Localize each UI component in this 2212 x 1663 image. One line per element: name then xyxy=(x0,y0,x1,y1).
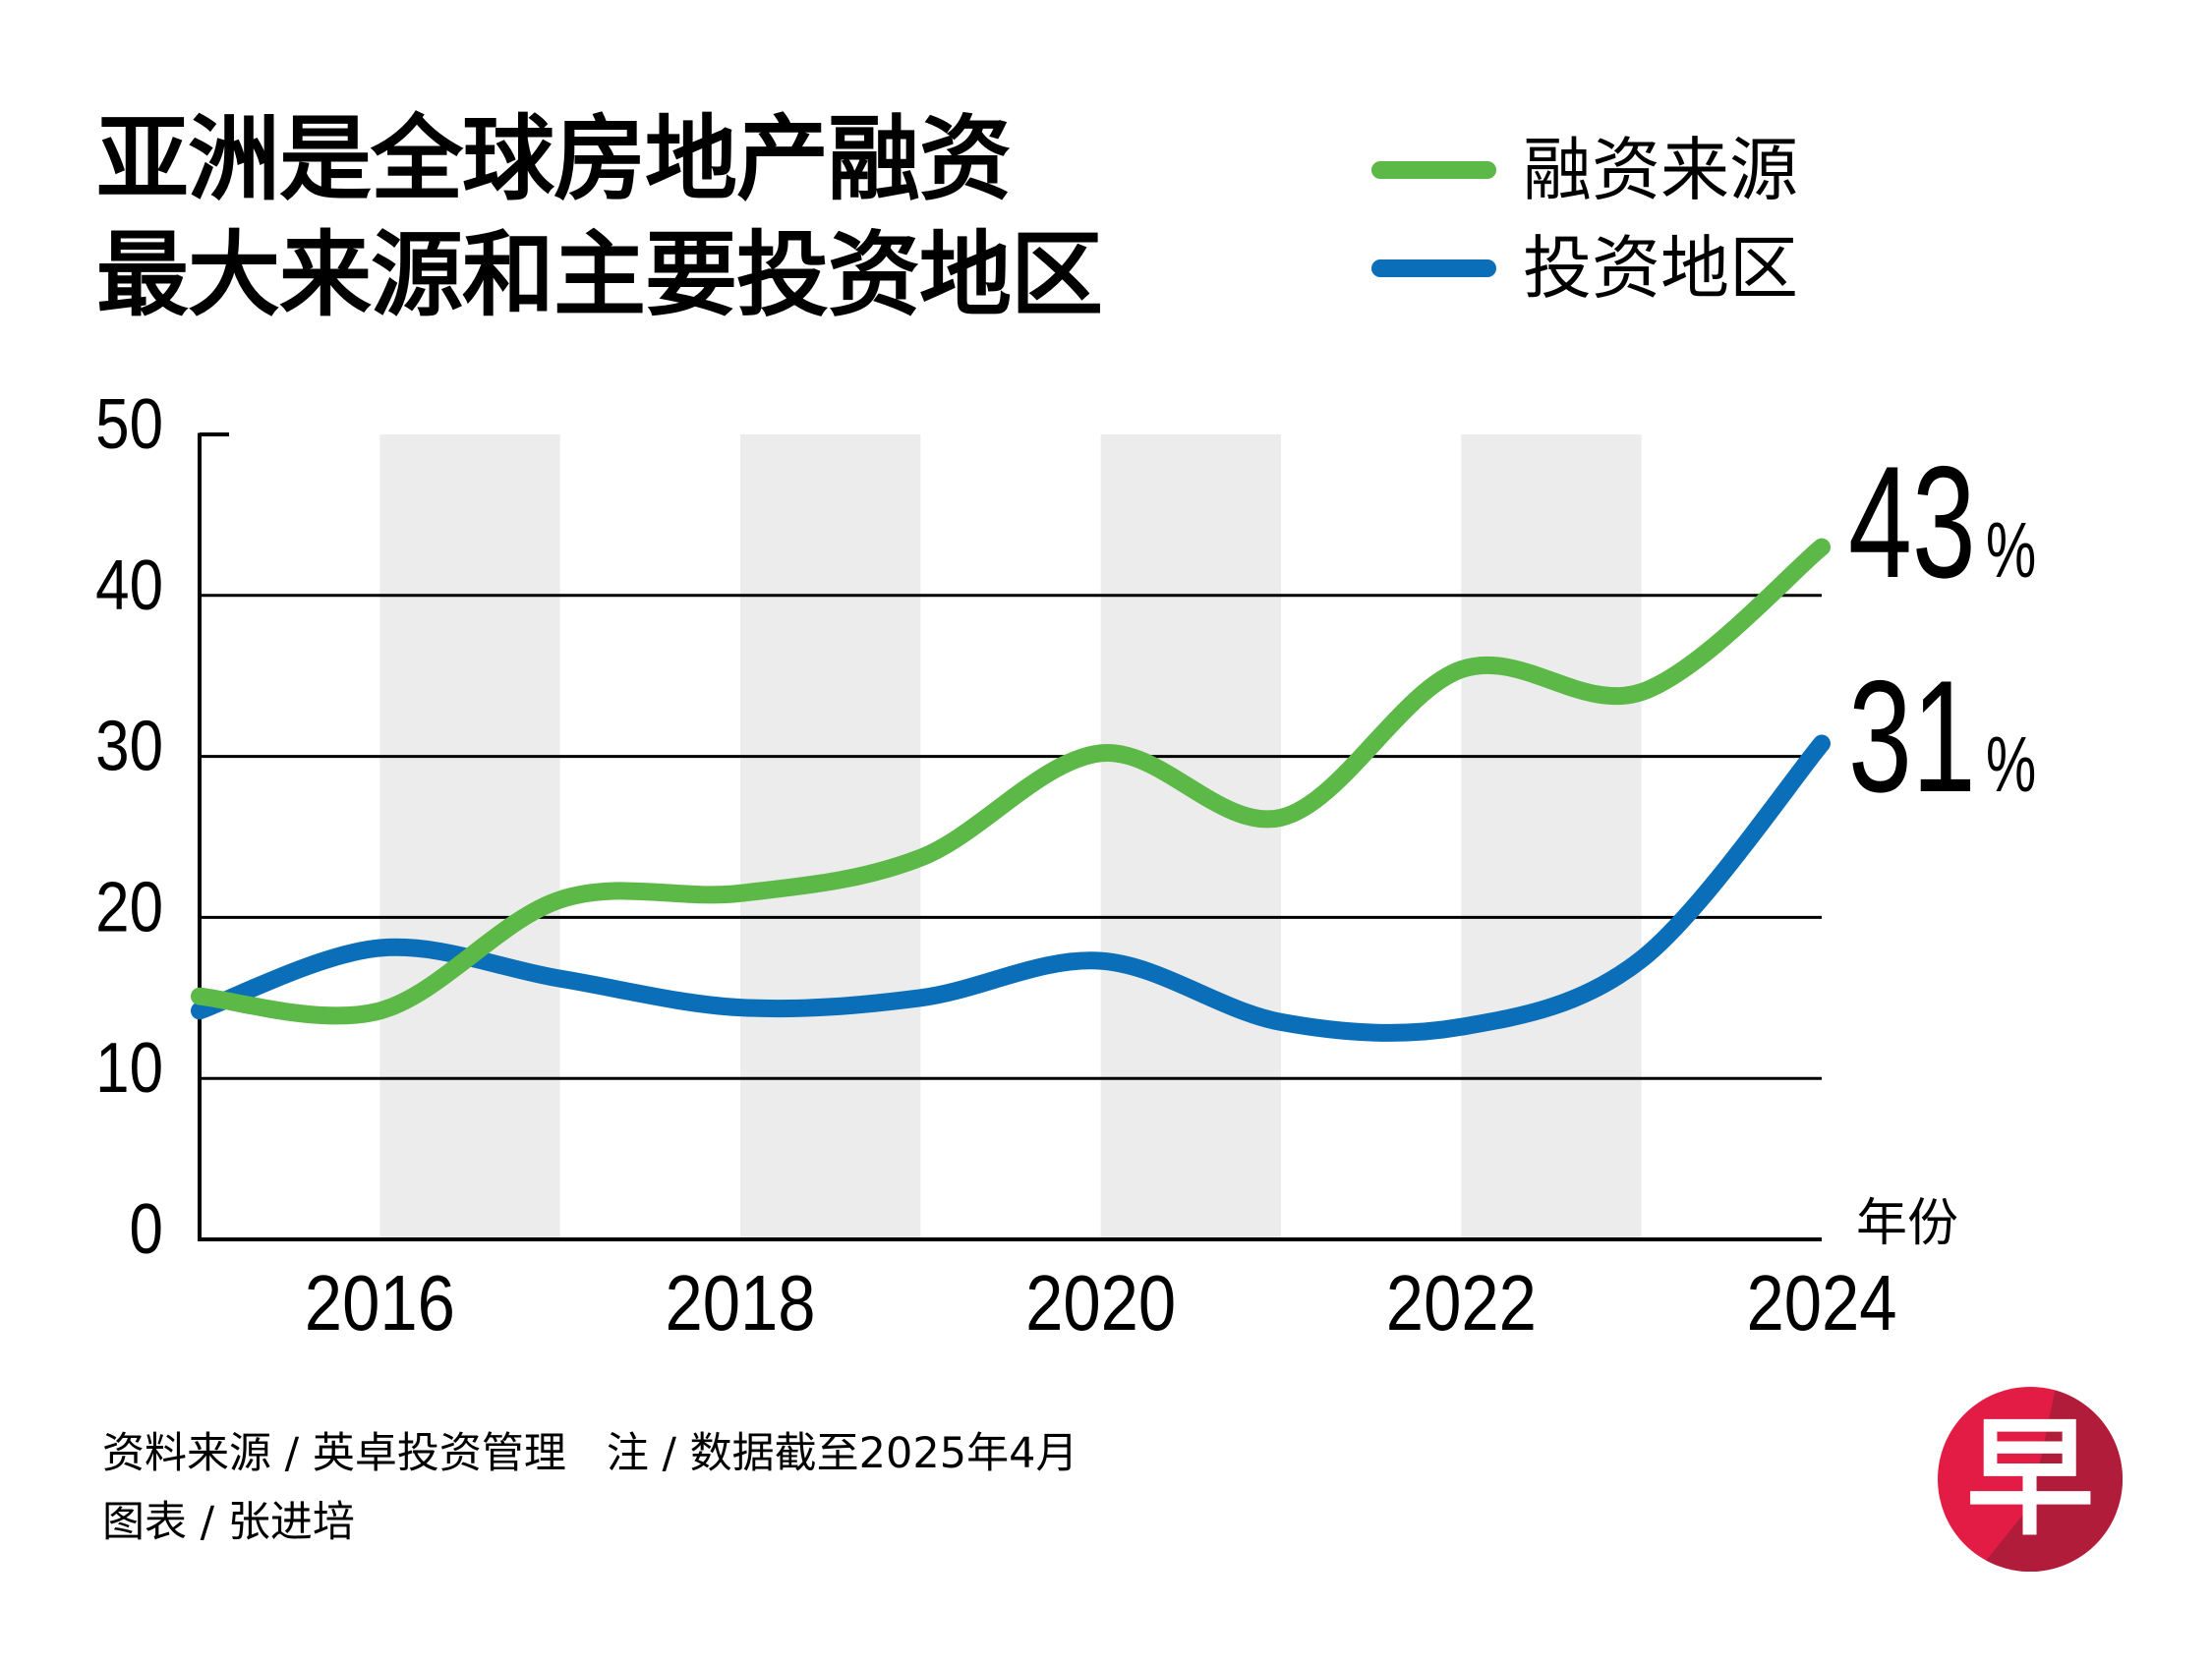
axes xyxy=(198,432,1822,1241)
x-tick-label: 2020 xyxy=(1025,1258,1176,1347)
y-tick-label: 0 xyxy=(130,1190,163,1269)
end-value-label: 43 xyxy=(1848,432,1976,610)
footer: 资料来源 / 英卓投资管理 注 / 数据截至2025年4月 图表 / 张进培 xyxy=(102,1419,1077,1557)
legend-label: 投资地区 xyxy=(1523,228,1798,309)
chart-title-line-1: 亚洲是全球房地产融资 xyxy=(96,106,1012,213)
shaded-band xyxy=(1100,434,1281,1239)
shaded-bands xyxy=(379,434,1642,1239)
shaded-band xyxy=(379,434,560,1239)
y-tick-label: 30 xyxy=(95,707,163,785)
end-value-labels: 43 %31% xyxy=(1848,432,2036,825)
legend-item-financing-source: 融资来源 xyxy=(1371,126,1883,224)
chart-title: 亚洲是全球房地产融资 最大来源和主要投资地区 xyxy=(96,102,1103,334)
legend-label: 融资来源 xyxy=(1523,130,1798,210)
legend-swatch-green xyxy=(1371,161,1496,179)
legend-item-investment-region: 投资地区 xyxy=(1371,224,1883,322)
y-tick-labels: 0 10 20 30 40 50 xyxy=(95,385,163,1269)
series-lines xyxy=(191,538,1831,1042)
x-tick-label: 2022 xyxy=(1386,1258,1537,1347)
y-tick-label: 20 xyxy=(95,868,163,946)
x-tick-label: 2018 xyxy=(665,1258,815,1347)
end-value-percent: % xyxy=(1986,720,2036,809)
legend: 融资来源 投资地区 xyxy=(1371,126,1883,322)
y-tick-label: 50 xyxy=(95,385,163,464)
x-tick-label: 2016 xyxy=(305,1258,455,1347)
x-tick-label: 2024 xyxy=(1746,1258,1896,1347)
credit-note: 图表 / 张进培 xyxy=(102,1498,355,1547)
end-value-percent: % xyxy=(1986,506,2036,595)
x-tick-labels: 2016 2018 2020 2022 2024 xyxy=(305,1258,1897,1347)
source-note: 资料来源 / 英卓投资管理 注 / 数据截至2025年4月 xyxy=(102,1429,1078,1478)
zaobao-logo: 早 xyxy=(1938,1387,2123,1572)
logo-glyph: 早 xyxy=(1966,1404,2094,1553)
y-tick-label: 40 xyxy=(95,545,163,624)
logo-bg-right xyxy=(1977,1387,2123,1572)
x-axis-label: 年份 xyxy=(1856,1194,1958,1253)
gridlines xyxy=(200,594,1822,1080)
shaded-band xyxy=(740,434,921,1239)
end-value-label: 31 xyxy=(1848,647,1976,825)
series-line-financing-source xyxy=(191,538,1831,1025)
legend-swatch-blue xyxy=(1371,259,1496,277)
y-tick-label: 10 xyxy=(95,1029,163,1108)
shaded-band xyxy=(1461,434,1642,1239)
chart-title-line-2: 最大来源和主要投资地区 xyxy=(96,222,1103,329)
